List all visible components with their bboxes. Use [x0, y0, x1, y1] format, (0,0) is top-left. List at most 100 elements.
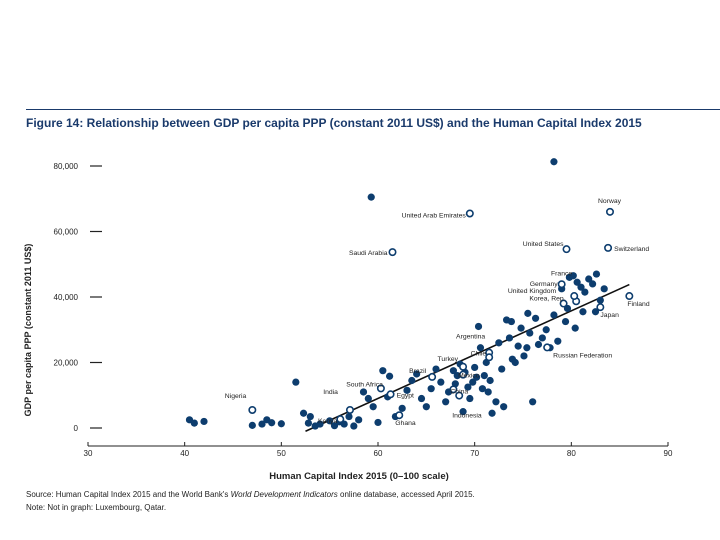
- point-label: South Africa: [346, 381, 383, 388]
- data-point: [484, 388, 492, 396]
- data-point: [474, 322, 483, 331]
- data-point: [306, 412, 314, 421]
- data-point: [542, 326, 550, 334]
- point-label: Switzerland: [614, 246, 649, 253]
- data-point: [554, 337, 562, 345]
- data-point: [517, 324, 525, 332]
- labeled-data-point: [386, 390, 395, 399]
- labeled-data-point: [465, 209, 474, 218]
- x-tick-label: 40: [180, 449, 189, 458]
- data-point: [369, 403, 377, 411]
- data-point: [299, 409, 308, 417]
- x-tick-label: 90: [664, 449, 673, 458]
- labeled-data-point: [459, 370, 468, 379]
- labeled-data-point: [388, 248, 397, 257]
- data-point: [367, 193, 375, 201]
- data-point: [480, 372, 488, 380]
- data-point: [495, 339, 503, 347]
- labeled-data-point: [336, 415, 345, 424]
- source-italic: World Development Indicators: [230, 490, 338, 499]
- data-point: [268, 419, 276, 427]
- data-point: [408, 376, 416, 385]
- y-tick-label: 0: [74, 424, 79, 433]
- data-point: [476, 344, 485, 352]
- point-label: United Arab Emirates: [402, 212, 467, 219]
- data-point: [330, 422, 339, 430]
- point-label: Korea, Rep.: [529, 296, 565, 303]
- data-point: [492, 398, 500, 406]
- data-point: [345, 412, 353, 421]
- labeled-data-point: [449, 385, 458, 394]
- data-point: [292, 378, 300, 386]
- data-point: [500, 403, 508, 411]
- point-label: Japan: [600, 312, 619, 319]
- trendline: [305, 283, 630, 433]
- data-point: [190, 419, 198, 427]
- data-point: [589, 280, 597, 288]
- source-suffix: online database, accessed April 2015.: [337, 490, 475, 499]
- data-point: [486, 376, 494, 385]
- source-note: Source: Human Capital Index 2015 and the…: [26, 490, 475, 499]
- data-point: [529, 398, 537, 406]
- data-point: [449, 367, 457, 375]
- y-tick-label: 60,000: [54, 228, 79, 237]
- data-point: [573, 278, 581, 286]
- y-axis-label: GDP per capita PPP (constant 2011 US$): [23, 244, 33, 417]
- source-prefix: Source: Human Capital Index 2015 and the…: [26, 490, 231, 499]
- data-point: [432, 365, 440, 373]
- x-tick-label: 80: [567, 449, 576, 458]
- point-label: Mexico: [458, 373, 480, 380]
- point-label: Indonesia: [452, 413, 482, 420]
- labeled-data-point: [562, 245, 571, 254]
- data-point: [453, 372, 461, 380]
- data-point: [413, 370, 421, 378]
- data-point: [379, 367, 387, 375]
- data-point: [326, 417, 334, 425]
- data-point: [505, 334, 514, 342]
- data-point: [498, 365, 506, 373]
- labeled-data-point: [395, 411, 404, 420]
- top-rule: [26, 109, 720, 110]
- data-point: [585, 275, 593, 283]
- data-point: [511, 358, 519, 367]
- point-label: Russian Federation: [553, 352, 612, 359]
- labeled-data-point: [543, 343, 552, 352]
- data-point: [531, 314, 540, 322]
- point-label: Ghana: [395, 420, 416, 427]
- data-point: [561, 317, 570, 326]
- data-point: [550, 311, 558, 319]
- chart-axes: 30 40 50 60 70 80 90 0 20,000 40,000 60,000 80,000: [54, 162, 673, 458]
- data-point: [579, 308, 587, 316]
- data-point: [459, 408, 467, 416]
- labeled-data-point: [248, 405, 257, 414]
- point-label: France: [551, 270, 572, 277]
- labeled-data-point: [455, 391, 464, 400]
- point-label: Germany: [530, 281, 559, 288]
- data-point: [200, 417, 208, 426]
- data-point: [478, 385, 486, 393]
- data-point: [359, 388, 368, 396]
- data-point: [442, 398, 450, 406]
- point-label: United Kingdom: [508, 288, 557, 295]
- point-label: Brazil: [409, 368, 426, 375]
- point-label: Kenya: [318, 418, 337, 425]
- data-point: [316, 420, 324, 428]
- data-point: [569, 272, 577, 280]
- data-point: [514, 342, 522, 350]
- data-point: [571, 324, 579, 332]
- data-point: [350, 422, 358, 430]
- data-point: [507, 317, 515, 326]
- data-point: [577, 283, 585, 291]
- data-point: [258, 420, 266, 428]
- data-point: [591, 308, 600, 316]
- data-point: [600, 285, 608, 293]
- data-point: [374, 418, 382, 427]
- data-point: [386, 372, 394, 380]
- data-point: [488, 409, 496, 417]
- labeled-data-point: [625, 292, 634, 301]
- trendline-group: [305, 283, 630, 433]
- data-point: [422, 403, 430, 411]
- data-point: [464, 383, 472, 391]
- labeled-data-point: [557, 280, 566, 289]
